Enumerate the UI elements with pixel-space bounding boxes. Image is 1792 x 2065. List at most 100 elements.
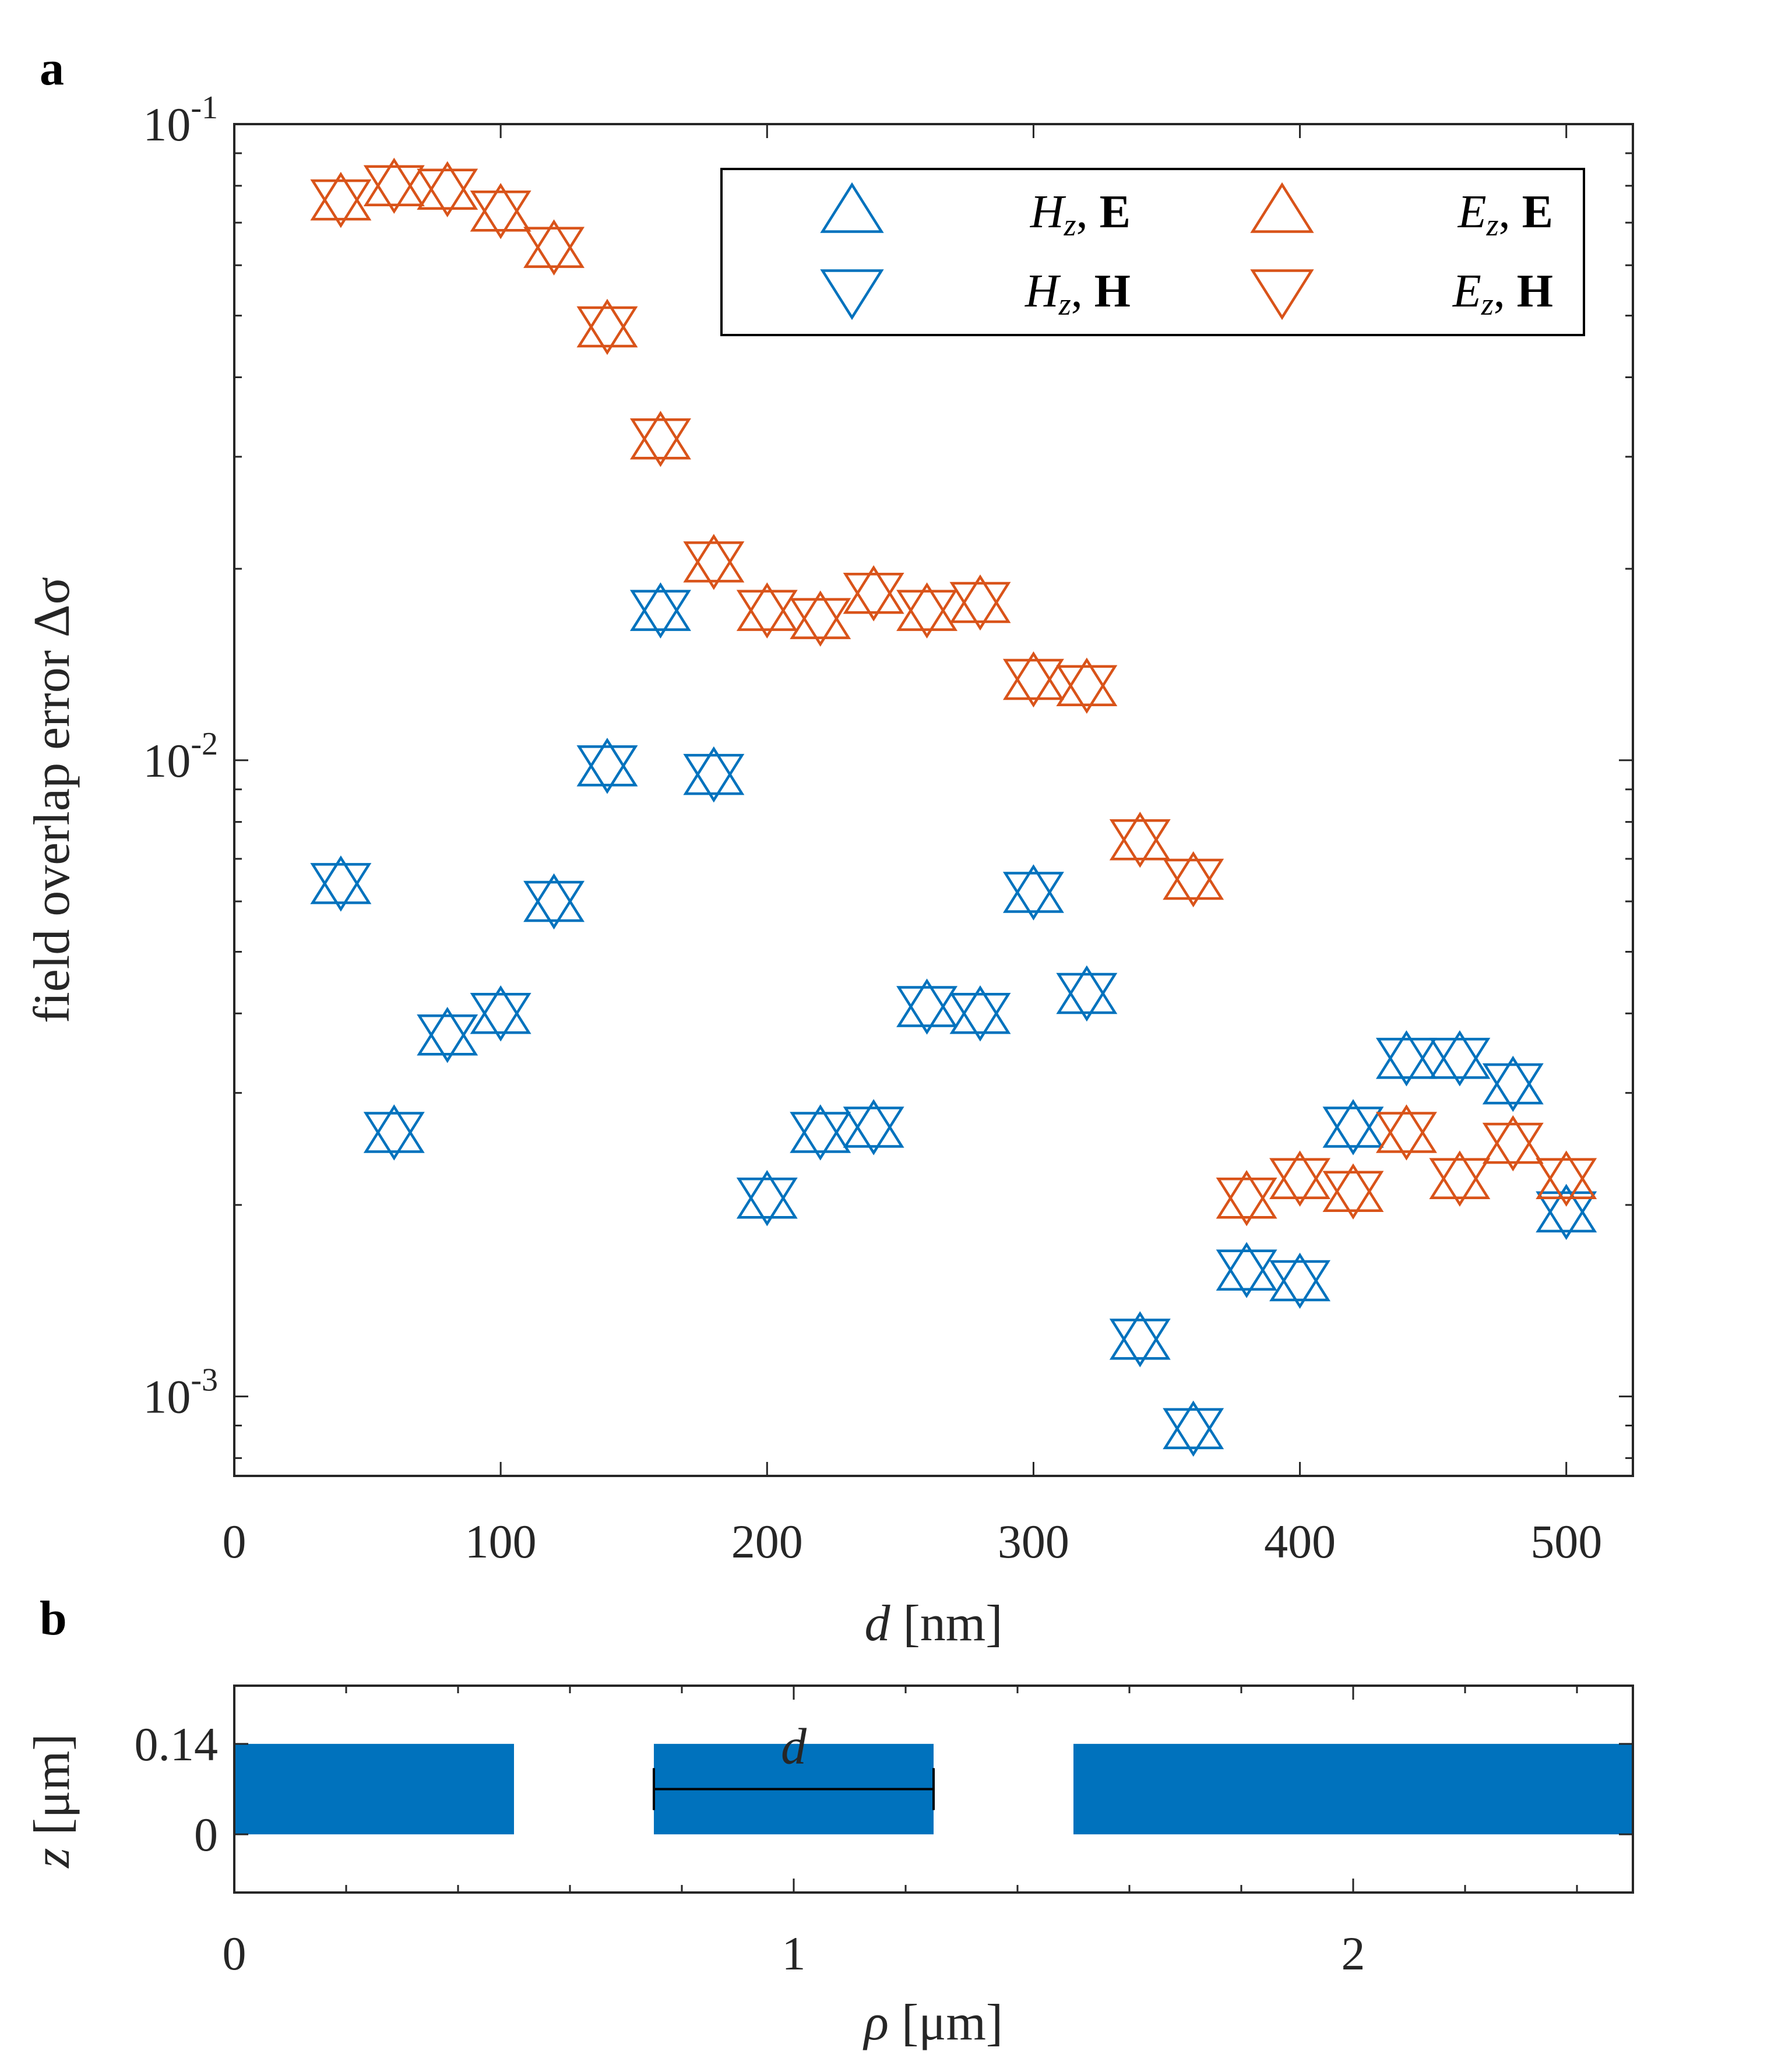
legend-label: Hz, H: [1024, 266, 1131, 322]
marker-triangle-up: [736, 582, 798, 631]
marker-triangle-up: [896, 582, 958, 631]
marker-triangle-up: [1109, 811, 1171, 861]
panel-b-geometry: 0 1 2 0 0.14 d ρ [μm] z [μm]: [24, 1685, 1634, 2051]
marker-triangle-down: [736, 590, 798, 639]
material-block: [234, 1743, 514, 1835]
marker-triangle-down: [1216, 1249, 1277, 1298]
marker-triangle-down: [1269, 1260, 1331, 1309]
x-tick-label: 500: [1530, 1515, 1602, 1568]
marker-triangle-up: [1322, 1099, 1384, 1148]
y-tick-label: 0.14: [135, 1718, 219, 1771]
panel-b-blocks: [234, 1743, 1633, 1835]
marker-triangle-up: [523, 873, 585, 922]
panel-label-b: b: [40, 1591, 67, 1645]
marker-triangle-down: [1375, 1038, 1437, 1087]
marker-triangle-down: [417, 168, 478, 217]
panel-a-y-axis-label: field overlap error Δσ: [24, 577, 80, 1023]
legend-label: Hz, E: [1030, 186, 1131, 242]
dimension-marker: d: [653, 1719, 935, 1810]
x-tick-label: 100: [465, 1515, 537, 1568]
panel-b-tick-labels: 0 1 2 0 0.14: [135, 1718, 1365, 1980]
marker-triangle-up: [1002, 651, 1064, 700]
panel-a-markers: [310, 157, 1597, 1457]
marker-triangle-up: [736, 1169, 798, 1219]
marker-triangle-up: [1216, 1169, 1277, 1219]
dimension-label: d: [781, 1719, 807, 1775]
marker-triangle-down: [790, 1112, 851, 1161]
marker-triangle-down: [363, 1112, 425, 1161]
marker-triangle-down: [629, 418, 691, 467]
marker-triangle-down: [949, 993, 1011, 1042]
marker-triangle-down: [843, 573, 904, 622]
marker-triangle-down: [736, 1177, 798, 1227]
marker-triangle-down: [1482, 1122, 1544, 1172]
marker-triangle-down: [576, 306, 638, 355]
legend-marker: [820, 182, 884, 233]
marker-triangle-down: [1109, 819, 1171, 868]
legend-marker: [1250, 182, 1314, 233]
marker-triangle-up: [949, 985, 1011, 1034]
x-tick-label: 0: [223, 1515, 247, 1568]
marker-triangle-down: [1109, 1319, 1171, 1368]
marker-triangle-down: [470, 190, 531, 239]
marker-triangle-down: [417, 1014, 478, 1063]
panel-a-x-axis-label: d [nm]: [864, 1595, 1002, 1652]
marker-triangle-down: [363, 165, 425, 214]
x-tick-label: 0: [223, 1927, 247, 1980]
marker-triangle-down: [1536, 1158, 1597, 1207]
marker-triangle-down: [1429, 1158, 1491, 1207]
y-tick-label: 10-3: [143, 1362, 218, 1423]
x-tick-label: 200: [731, 1515, 803, 1568]
marker-triangle-up: [310, 855, 372, 904]
marker-triangle-down: [949, 582, 1011, 631]
marker-triangle-down: [1536, 1191, 1597, 1241]
marker-triangle-up: [1269, 1252, 1331, 1302]
marker-triangle-up: [1056, 965, 1118, 1014]
panel-b-y-axis-label: z [μm]: [24, 1733, 80, 1869]
marker-triangle-up: [576, 738, 638, 787]
marker-triangle-up: [1536, 1150, 1597, 1199]
marker-triangle-up: [1002, 864, 1064, 913]
panel-label-a: a: [40, 41, 64, 96]
marker-triangle-down: [523, 880, 585, 930]
marker-triangle-down: [1056, 972, 1118, 1022]
marker-triangle-up: [683, 746, 745, 795]
marker-triangle-down: [1429, 1038, 1491, 1087]
marker-triangle-up: [1536, 1183, 1597, 1233]
panel-a-tick-labels: 0 100 200 300 400 500 10-3 10-2 10-1: [143, 90, 1602, 1568]
marker-triangle-up: [1163, 1400, 1224, 1450]
marker-triangle-up: [896, 978, 958, 1027]
x-tick-label: 400: [1264, 1515, 1336, 1568]
series-hzh: [310, 590, 1597, 1457]
marker-triangle-up: [417, 161, 478, 210]
legend-box: [720, 168, 1585, 336]
marker-triangle-up: [683, 534, 745, 583]
marker-triangle-up: [1482, 1115, 1544, 1164]
series-ezh: [310, 165, 1597, 1227]
marker-triangle-up: [576, 298, 638, 348]
marker-triangle-up: [470, 182, 531, 232]
x-tick-label: 300: [998, 1515, 1069, 1568]
marker-triangle-up: [417, 1007, 478, 1056]
marker-triangle-down: [1002, 872, 1064, 921]
marker-triangle-up: [523, 219, 585, 268]
marker-triangle-up: [1375, 1030, 1437, 1079]
marker-triangle-up: [1216, 1242, 1277, 1291]
marker-triangle-up: [949, 574, 1011, 623]
marker-triangle-down: [843, 1106, 904, 1155]
marker-triangle-up: [1269, 1150, 1331, 1199]
marker-triangle-up: [470, 985, 531, 1034]
y-tick-label: 10-2: [143, 726, 218, 787]
marker-triangle-down: [1216, 1177, 1277, 1227]
marker-triangle-down: [1482, 1063, 1544, 1112]
marker-triangle-up: [790, 1104, 851, 1153]
marker-triangle-down: [683, 753, 745, 803]
marker-triangle-down: [310, 863, 372, 912]
marker-triangle-down: [1375, 1112, 1437, 1161]
marker-triangle-down: [896, 986, 958, 1035]
marker-triangle-up: [1429, 1030, 1491, 1079]
x-tick-label: 2: [1342, 1927, 1365, 1980]
marker-triangle-up: [310, 171, 372, 221]
marker-triangle-up: [363, 157, 425, 207]
